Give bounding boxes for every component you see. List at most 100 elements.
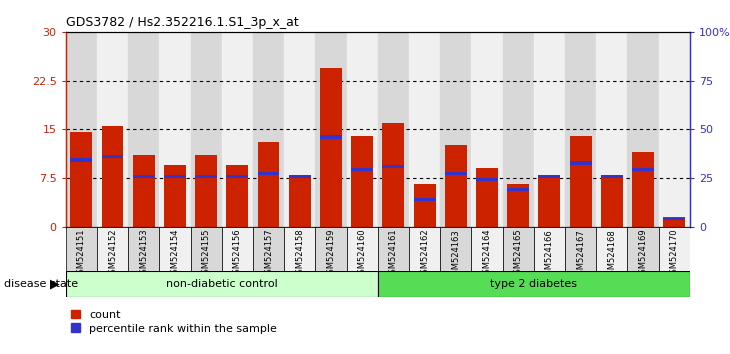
Bar [632, 152, 654, 227]
Bar [414, 198, 436, 201]
Text: GSM524160: GSM524160 [358, 229, 366, 279]
Bar [66, 271, 377, 297]
Bar [253, 32, 284, 227]
Bar [664, 217, 685, 227]
Bar [66, 32, 97, 227]
Text: GDS3782 / Hs2.352216.1.S1_3p_x_at: GDS3782 / Hs2.352216.1.S1_3p_x_at [66, 16, 299, 29]
Bar [569, 161, 591, 165]
Bar [289, 175, 311, 178]
Text: GSM524166: GSM524166 [545, 229, 554, 280]
Bar [347, 32, 378, 227]
Bar [195, 155, 217, 227]
Bar [534, 32, 565, 227]
Text: GSM524162: GSM524162 [420, 229, 429, 279]
Bar [414, 184, 436, 227]
Bar [534, 227, 565, 271]
Bar [97, 227, 128, 271]
Bar [101, 155, 123, 159]
Text: GSM524165: GSM524165 [514, 229, 523, 279]
Bar [347, 227, 378, 271]
Bar [476, 168, 498, 227]
Bar [159, 32, 191, 227]
Text: ▶: ▶ [50, 278, 60, 291]
Bar [507, 184, 529, 227]
Bar [226, 175, 248, 178]
Bar [502, 227, 534, 271]
Text: GSM524159: GSM524159 [326, 229, 336, 279]
Bar [601, 175, 623, 178]
Bar [159, 227, 191, 271]
Bar [409, 32, 440, 227]
Bar [289, 178, 311, 227]
Text: GSM524170: GSM524170 [669, 229, 679, 279]
Bar [377, 271, 690, 297]
Bar [409, 227, 440, 271]
Text: GSM524151: GSM524151 [77, 229, 86, 279]
Bar [284, 227, 315, 271]
Bar [378, 227, 409, 271]
Bar [383, 165, 404, 168]
Text: GSM524152: GSM524152 [108, 229, 117, 279]
Bar [383, 123, 404, 227]
Bar [101, 126, 123, 227]
Bar [476, 178, 498, 181]
Bar [320, 68, 342, 227]
Bar [133, 155, 155, 227]
Bar [315, 227, 347, 271]
Bar [70, 132, 92, 227]
Bar [351, 136, 373, 227]
Bar [569, 136, 591, 227]
Bar [226, 165, 248, 227]
Text: non-diabetic control: non-diabetic control [166, 279, 277, 289]
Bar [191, 32, 222, 227]
Text: GSM524153: GSM524153 [139, 229, 148, 279]
Bar [539, 178, 561, 227]
Text: GSM524156: GSM524156 [233, 229, 242, 279]
Bar [632, 169, 654, 171]
Bar [284, 32, 315, 227]
Bar [128, 32, 159, 227]
Bar [70, 158, 92, 162]
Bar [658, 32, 690, 227]
Legend: count, percentile rank within the sample: count, percentile rank within the sample [72, 310, 277, 333]
Bar [658, 227, 690, 271]
Bar [128, 227, 159, 271]
Text: GSM524168: GSM524168 [607, 229, 616, 280]
Text: GSM524163: GSM524163 [451, 229, 461, 280]
Bar [253, 227, 284, 271]
Bar [472, 227, 502, 271]
Bar [315, 32, 347, 227]
Bar [445, 145, 466, 227]
Bar [222, 32, 253, 227]
Bar [472, 32, 502, 227]
Text: GSM524164: GSM524164 [483, 229, 491, 279]
Bar [440, 32, 472, 227]
Bar [378, 32, 409, 227]
Bar [507, 188, 529, 191]
Bar [258, 172, 280, 175]
Bar [164, 165, 186, 227]
Bar [164, 175, 186, 178]
Text: GSM524161: GSM524161 [389, 229, 398, 279]
Text: GSM524157: GSM524157 [264, 229, 273, 279]
Bar [351, 169, 373, 171]
Bar [664, 218, 685, 220]
Bar [440, 227, 472, 271]
Bar [133, 175, 155, 178]
Bar [565, 227, 596, 271]
Text: GSM524167: GSM524167 [576, 229, 585, 280]
Text: GSM524155: GSM524155 [201, 229, 211, 279]
Bar [601, 175, 623, 227]
Bar [596, 32, 627, 227]
Bar [320, 135, 342, 139]
Bar [222, 227, 253, 271]
Text: disease state: disease state [4, 279, 78, 289]
Bar [66, 227, 97, 271]
Bar [627, 227, 658, 271]
Bar [539, 175, 561, 178]
Text: GSM524154: GSM524154 [170, 229, 180, 279]
Text: GSM524158: GSM524158 [295, 229, 304, 279]
Bar [565, 32, 596, 227]
Bar [445, 172, 466, 175]
Bar [258, 142, 280, 227]
